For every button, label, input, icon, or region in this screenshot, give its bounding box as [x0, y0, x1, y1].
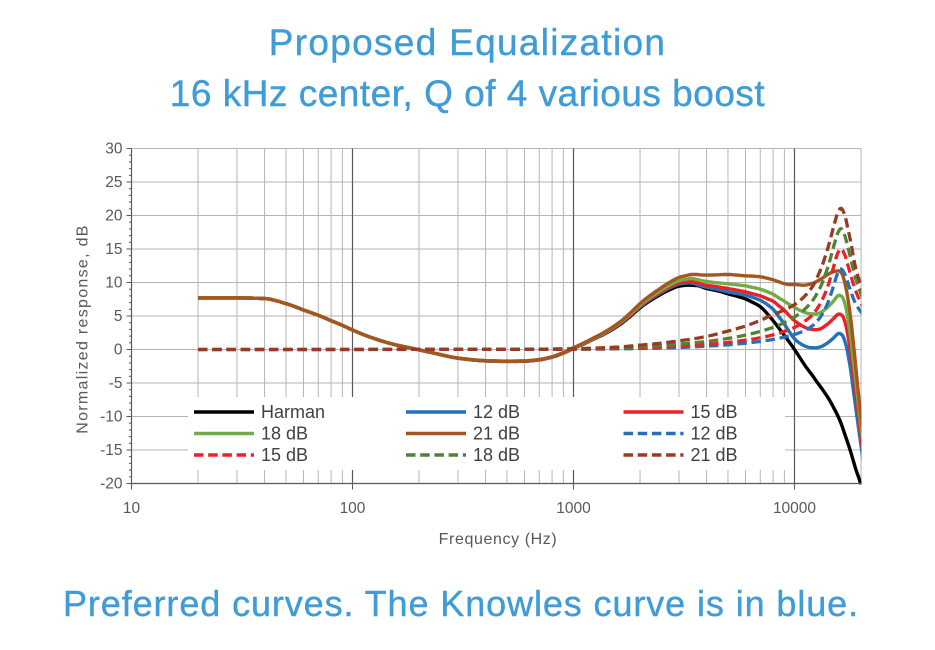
svg-text:12 dB: 12 dB — [691, 424, 738, 444]
svg-text:-20: -20 — [100, 476, 123, 493]
svg-text:21 dB: 21 dB — [691, 445, 738, 465]
svg-text:10: 10 — [123, 500, 141, 517]
svg-text:1000: 1000 — [556, 500, 591, 517]
svg-text:30: 30 — [105, 141, 123, 158]
svg-text:100: 100 — [340, 500, 366, 517]
svg-text:10: 10 — [105, 275, 123, 292]
svg-text:18 dB: 18 dB — [473, 445, 520, 465]
svg-text:15: 15 — [105, 241, 122, 258]
svg-text:10000: 10000 — [773, 500, 816, 517]
svg-text:Normalized response, dB: Normalized response, dB — [75, 224, 92, 434]
svg-text:5: 5 — [114, 308, 123, 325]
svg-text:20: 20 — [105, 208, 123, 225]
svg-text:15 dB: 15 dB — [691, 402, 738, 422]
svg-text:Frequency (Hz): Frequency (Hz) — [439, 531, 558, 548]
svg-text:-5: -5 — [109, 375, 123, 392]
svg-text:21 dB: 21 dB — [473, 424, 520, 444]
svg-text:12 dB: 12 dB — [473, 402, 520, 422]
svg-text:18 dB: 18 dB — [261, 424, 308, 444]
svg-text:-15: -15 — [100, 442, 122, 459]
svg-text:0: 0 — [114, 342, 123, 359]
svg-text:15 dB: 15 dB — [261, 445, 308, 465]
svg-text:25: 25 — [105, 174, 122, 191]
svg-text:-10: -10 — [100, 409, 123, 426]
svg-text:Harman: Harman — [261, 402, 325, 422]
